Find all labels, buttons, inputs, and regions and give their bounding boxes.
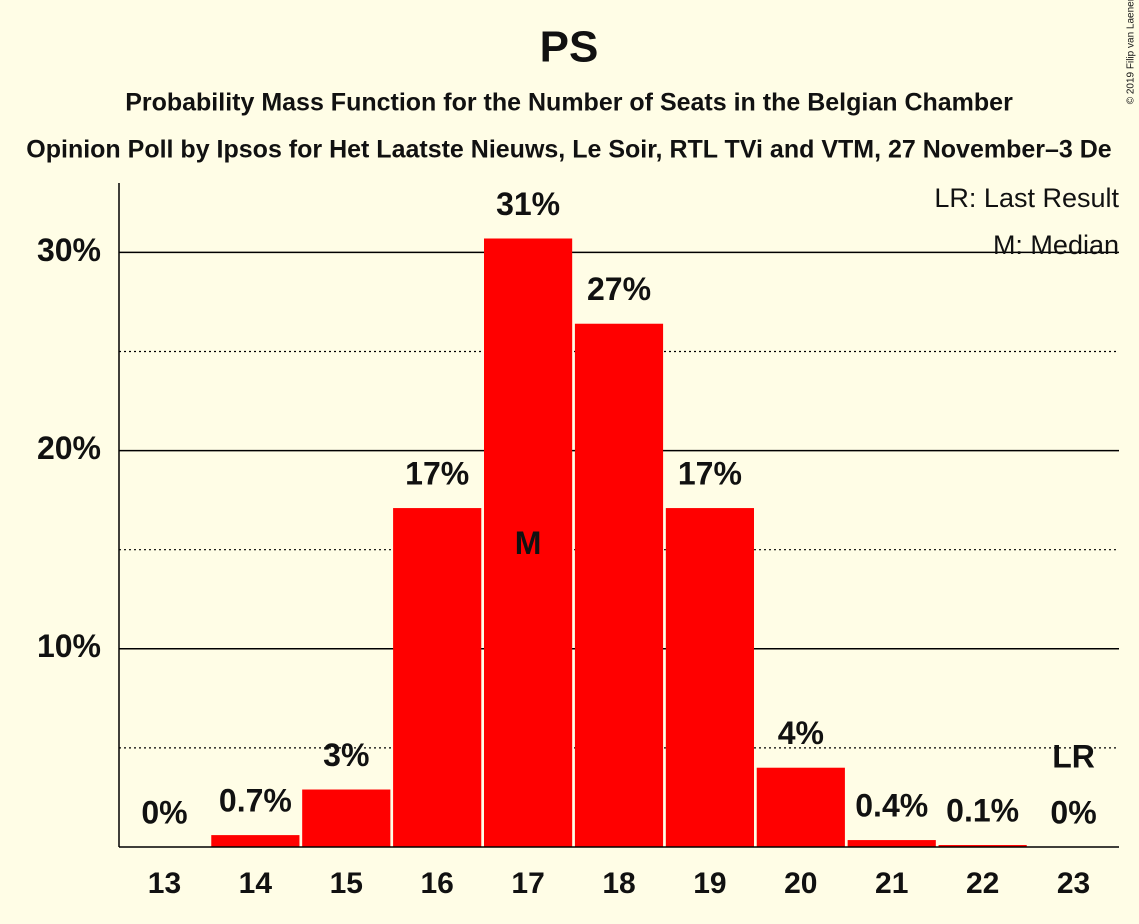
annotation: M bbox=[515, 525, 542, 561]
value-label: 0.4% bbox=[855, 788, 928, 824]
x-tick-label: 13 bbox=[148, 867, 181, 900]
bar bbox=[847, 840, 936, 847]
chart-subtitle: Probability Mass Function for the Number… bbox=[125, 89, 1013, 117]
bar bbox=[574, 323, 664, 847]
x-tick-label: 17 bbox=[511, 867, 544, 900]
y-tick-label: 10% bbox=[37, 628, 101, 664]
x-tick-label: 20 bbox=[784, 867, 817, 900]
annotation: LR bbox=[1052, 738, 1095, 774]
x-tick-label: 22 bbox=[966, 867, 999, 900]
bar bbox=[665, 508, 754, 847]
bar bbox=[938, 845, 1027, 847]
value-label: 27% bbox=[587, 271, 651, 307]
legend-entry: LR: Last Result bbox=[934, 183, 1119, 213]
value-label: 3% bbox=[323, 737, 369, 773]
value-label: 0.7% bbox=[219, 783, 292, 819]
value-label: 31% bbox=[496, 186, 560, 222]
y-tick-label: 20% bbox=[37, 430, 101, 466]
value-label: 0.1% bbox=[946, 792, 1019, 828]
y-tick-label: 30% bbox=[37, 232, 101, 268]
chart-subtitle: Opinion Poll by Ipsos for Het Laatste Ni… bbox=[26, 136, 1112, 164]
value-label: 4% bbox=[778, 715, 824, 751]
x-tick-label: 16 bbox=[420, 867, 453, 900]
x-tick-label: 19 bbox=[693, 867, 726, 900]
chart-title: PS bbox=[540, 23, 599, 72]
value-label: 0% bbox=[1050, 794, 1096, 830]
x-tick-label: 14 bbox=[239, 867, 273, 900]
value-label: 17% bbox=[678, 456, 742, 492]
x-tick-label: 23 bbox=[1057, 867, 1090, 900]
copyright: © 2019 Filip van Laenen bbox=[1126, 0, 1137, 104]
x-tick-label: 18 bbox=[602, 867, 635, 900]
x-tick-label: 21 bbox=[875, 867, 908, 900]
value-label: 0% bbox=[141, 794, 187, 830]
legend-entry: M: Median bbox=[993, 230, 1119, 260]
bar bbox=[211, 835, 300, 847]
bar bbox=[302, 789, 391, 847]
value-label: 17% bbox=[405, 456, 469, 492]
x-tick-label: 15 bbox=[330, 867, 363, 900]
bar bbox=[393, 508, 482, 847]
bar bbox=[756, 767, 845, 847]
bar bbox=[484, 238, 573, 847]
